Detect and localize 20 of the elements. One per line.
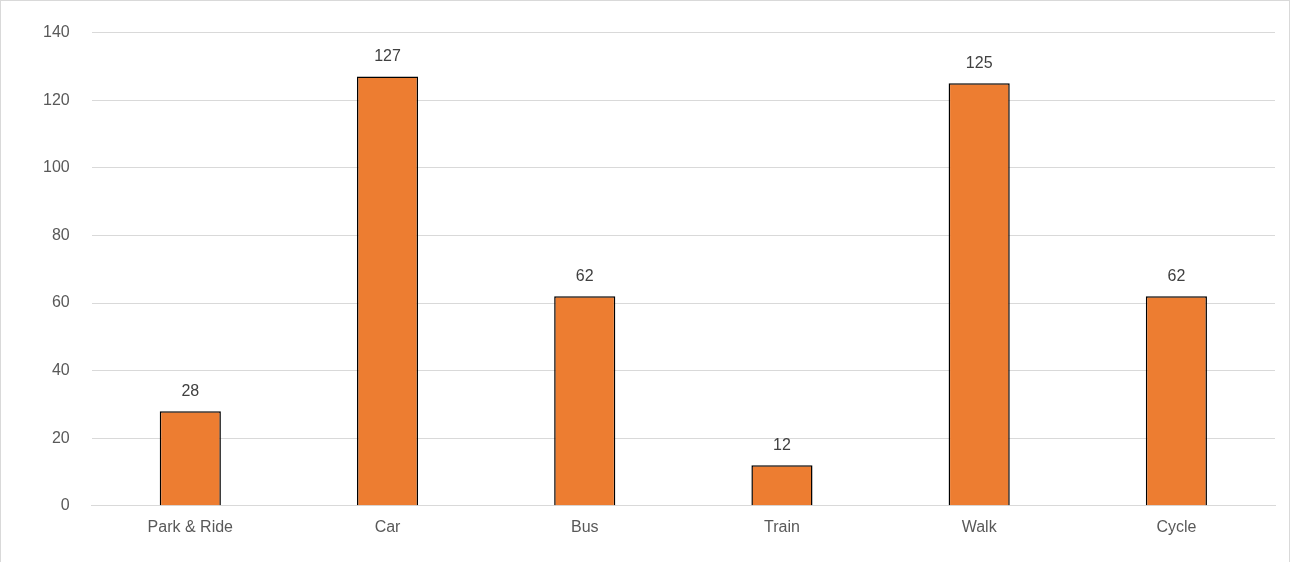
data-label: 62	[1167, 266, 1186, 284]
y-tick-label: 0	[60, 496, 70, 514]
y-tick-label: 20	[51, 428, 70, 446]
x-tick-label: Car	[374, 517, 402, 535]
y-tick-label: 140	[42, 23, 70, 41]
y-tick-label: 100	[42, 158, 70, 176]
data-label: 62	[575, 266, 594, 284]
data-label: 127	[374, 46, 401, 64]
y-tick-label: 120	[42, 90, 70, 108]
x-tick-label: Bus	[570, 517, 599, 535]
x-tick-label: Walk	[961, 517, 998, 535]
x-tick-label: Train	[764, 517, 800, 535]
y-tick-label: 40	[51, 361, 70, 379]
data-label: 125	[965, 53, 993, 71]
data-label: 28	[181, 381, 200, 399]
x-tick-label: Park & Ride	[147, 517, 234, 535]
y-tick-label: 80	[51, 225, 70, 243]
x-tick-label: Cycle	[1156, 517, 1197, 535]
y-tick-label: 60	[51, 293, 70, 311]
data-label: 12	[773, 435, 791, 453]
